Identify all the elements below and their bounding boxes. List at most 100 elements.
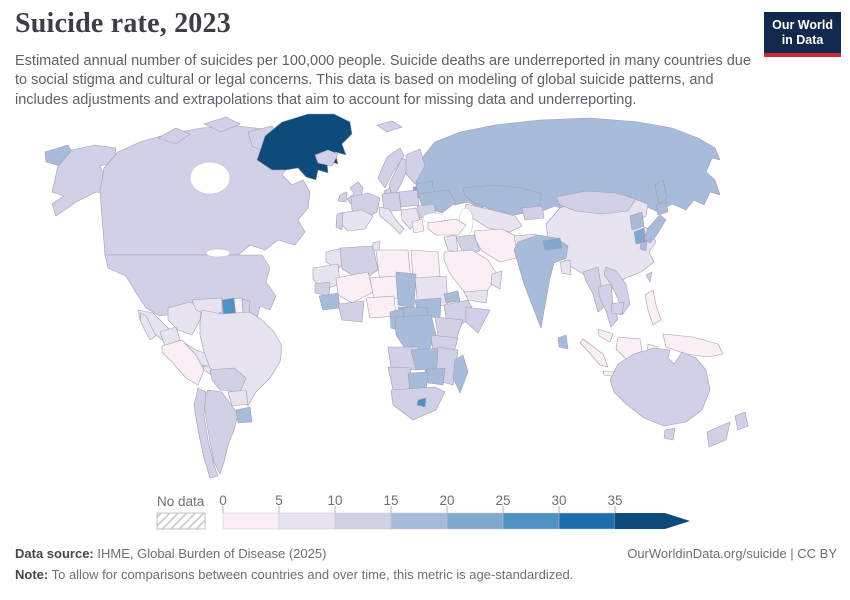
legend-segment-5-10[interactable] bbox=[278, 512, 336, 530]
country-ecuador[interactable] bbox=[159, 326, 181, 347]
island-tasmania[interactable] bbox=[663, 427, 676, 441]
country-paraguay[interactable] bbox=[227, 389, 249, 407]
country-ireland[interactable] bbox=[337, 191, 348, 203]
country-brazil[interactable] bbox=[199, 309, 283, 407]
country-japan-hokkaido[interactable] bbox=[655, 201, 669, 216]
hudson-bay bbox=[189, 161, 231, 195]
country-saudi-arabia[interactable] bbox=[443, 249, 499, 295]
country-spain[interactable] bbox=[338, 209, 374, 232]
map-legend[interactable]: No data 0 5 10 15 20 25 30 35 bbox=[147, 492, 707, 536]
region-ivory-ghana[interactable] bbox=[337, 300, 365, 323]
country-drc[interactable] bbox=[394, 314, 437, 353]
country-italy[interactable] bbox=[378, 206, 405, 235]
country-colombia[interactable] bbox=[167, 301, 203, 336]
credit-link[interactable]: OurWorldinData.org/suicide | CC BY bbox=[627, 546, 837, 561]
legend-tick-label-5: 5 bbox=[275, 493, 283, 508]
country-madagascar[interactable] bbox=[452, 354, 469, 394]
great-lakes bbox=[205, 248, 231, 258]
legend-segment-30-35[interactable] bbox=[558, 512, 616, 530]
country-thailand[interactable] bbox=[597, 283, 619, 328]
chart-subtitle: Estimated annual number of suicides per … bbox=[15, 53, 751, 108]
country-chile[interactable] bbox=[193, 387, 219, 479]
island-svalbard[interactable] bbox=[376, 120, 403, 133]
legend-segment-35-plus[interactable] bbox=[615, 513, 665, 529]
country-japan-honshu[interactable] bbox=[643, 214, 667, 244]
country-yemen[interactable] bbox=[463, 289, 489, 304]
country-myanmar[interactable] bbox=[582, 266, 607, 313]
country-turkey[interactable] bbox=[427, 218, 467, 236]
country-algeria[interactable] bbox=[339, 245, 379, 282]
legend-tick-label-35: 35 bbox=[607, 493, 622, 508]
legend-segment-15-20[interactable] bbox=[390, 512, 448, 530]
country-lesotho[interactable] bbox=[416, 397, 427, 408]
legend-tick-label-10: 10 bbox=[327, 493, 342, 508]
country-oman[interactable] bbox=[490, 270, 503, 290]
country-somalia[interactable] bbox=[465, 306, 491, 334]
country-eritrea[interactable] bbox=[443, 290, 461, 304]
island-sumatra[interactable] bbox=[579, 338, 609, 368]
country-mongolia[interactable] bbox=[555, 190, 637, 215]
no-data-label: No data bbox=[157, 494, 205, 509]
island-new-guinea[interactable] bbox=[662, 333, 724, 358]
region-french-guiana[interactable] bbox=[241, 298, 251, 315]
page-title: Suicide rate, 2023 bbox=[15, 8, 231, 39]
country-portugal[interactable] bbox=[335, 212, 344, 231]
country-new-zealand-south[interactable] bbox=[706, 421, 731, 448]
country-poland[interactable] bbox=[398, 189, 420, 208]
legend-tick-label-0: 0 bbox=[219, 493, 227, 508]
country-new-zealand-north[interactable] bbox=[734, 411, 749, 431]
country-norway[interactable] bbox=[377, 147, 405, 189]
world-choropleth-map[interactable] bbox=[10, 100, 840, 482]
country-iceland[interactable] bbox=[314, 149, 339, 167]
country-egypt[interactable] bbox=[410, 249, 441, 282]
island-sakhalin[interactable] bbox=[654, 179, 668, 205]
legend-arrow bbox=[665, 513, 690, 529]
country-finland[interactable] bbox=[405, 148, 426, 185]
country-bangladesh[interactable] bbox=[559, 259, 572, 276]
legend-tick-label-30: 30 bbox=[551, 493, 566, 508]
legend-segment-0-5[interactable] bbox=[222, 512, 280, 530]
legend-tick-label-25: 25 bbox=[495, 493, 510, 508]
country-australia[interactable] bbox=[609, 347, 711, 427]
country-malaysia[interactable] bbox=[597, 328, 614, 343]
country-argentina[interactable] bbox=[203, 389, 239, 475]
legend-segment-20-25[interactable] bbox=[446, 512, 504, 530]
note-label: Note: bbox=[15, 567, 49, 582]
legend-tick-label-20: 20 bbox=[439, 493, 454, 508]
note-line: Note: To allow for comparisons between c… bbox=[15, 567, 573, 582]
country-taiwan[interactable] bbox=[645, 271, 653, 283]
arctic-islands[interactable] bbox=[157, 127, 191, 145]
country-iraq[interactable] bbox=[455, 234, 481, 256]
owid-logo-line1: Our World bbox=[772, 18, 833, 32]
country-cambodia[interactable] bbox=[610, 301, 625, 316]
owid-logo[interactable]: Our World in Data bbox=[764, 12, 841, 57]
country-mali[interactable] bbox=[335, 271, 374, 304]
country-sri-lanka[interactable] bbox=[557, 334, 569, 350]
country-japan-kyushu[interactable] bbox=[639, 240, 648, 252]
no-data-swatch[interactable] bbox=[156, 512, 206, 530]
country-india[interactable] bbox=[513, 234, 569, 329]
legend-tick-label-15: 15 bbox=[383, 493, 398, 508]
owid-logo-line2: in Data bbox=[781, 32, 824, 47]
country-greece[interactable] bbox=[411, 218, 425, 234]
country-zimbabwe[interactable] bbox=[424, 367, 446, 386]
country-guinea[interactable] bbox=[318, 292, 341, 311]
country-mexico-baja[interactable] bbox=[139, 312, 157, 341]
country-iran[interactable] bbox=[473, 228, 521, 263]
country-philippines[interactable] bbox=[644, 289, 662, 326]
country-senegal[interactable] bbox=[314, 281, 331, 297]
data-source-line: Data source: IHME, Global Burden of Dise… bbox=[15, 546, 326, 561]
region-levant[interactable] bbox=[443, 234, 459, 253]
legend-segment-25-30[interactable] bbox=[502, 512, 560, 530]
region-kyrgyz-tajik[interactable] bbox=[521, 205, 545, 221]
note-text: To allow for comparisons between countri… bbox=[48, 567, 574, 582]
arctic-islands[interactable] bbox=[203, 116, 241, 133]
country-north-korea[interactable] bbox=[629, 211, 645, 231]
country-uruguay[interactable] bbox=[235, 406, 253, 424]
country-chad[interactable] bbox=[395, 271, 417, 309]
data-source-text: IHME, Global Burden of Disease (2025) bbox=[93, 546, 327, 561]
country-nepal[interactable] bbox=[542, 237, 563, 251]
country-greenland[interactable] bbox=[256, 113, 353, 181]
country-peru[interactable] bbox=[161, 339, 205, 386]
legend-segment-10-15[interactable] bbox=[334, 512, 392, 530]
